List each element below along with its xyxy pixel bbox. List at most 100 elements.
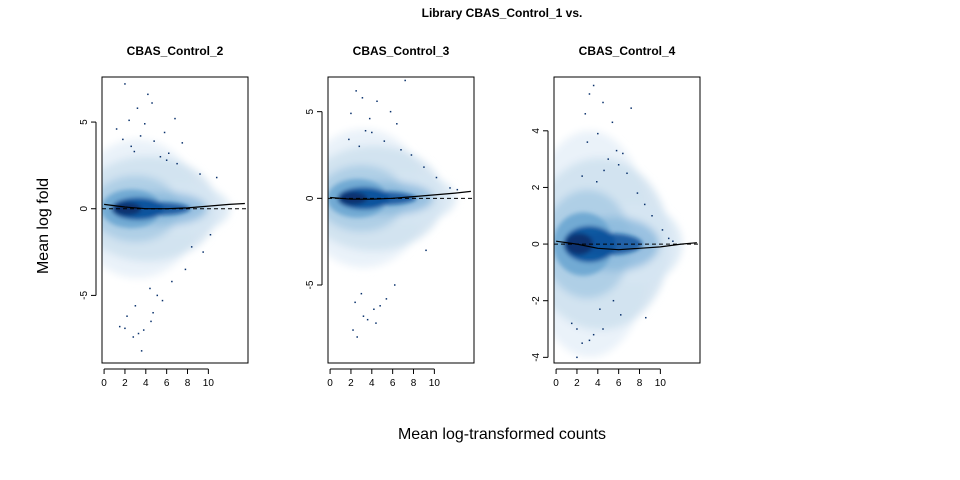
x-tick-label: 2 xyxy=(348,378,354,389)
outlier-point xyxy=(576,328,578,330)
outlier-point xyxy=(171,280,173,283)
outlier-point xyxy=(355,90,357,92)
outlier-point xyxy=(611,121,614,124)
outlier-point xyxy=(379,305,381,307)
outlier-point xyxy=(128,119,130,122)
outlier-point xyxy=(147,93,149,96)
y-axis-title: Mean log fold xyxy=(35,178,52,274)
y-tick-label: 0 xyxy=(79,206,90,212)
outlier-point xyxy=(404,79,406,82)
figure-title: Library CBAS_Control_1 vs. xyxy=(422,6,583,20)
outlier-point xyxy=(124,327,126,330)
x-axis: 0 2 4 6 8 10 xyxy=(327,368,440,389)
outlier-point xyxy=(364,129,367,132)
panel-1: CBAS_Control_2 0 2 4 6 8 10 -5 0 5 xyxy=(79,44,249,389)
panel-title: CBAS_Control_4 xyxy=(579,44,676,58)
outlier-point xyxy=(130,145,132,148)
outlier-point xyxy=(385,298,388,300)
outlier-point xyxy=(607,158,609,160)
outlier-point xyxy=(622,152,624,155)
x-tick-label: 2 xyxy=(574,378,580,389)
x-tick-label: 8 xyxy=(637,378,643,389)
outlier-point xyxy=(617,164,620,166)
outlier-point xyxy=(592,333,595,336)
outlier-point xyxy=(651,215,653,217)
outlier-point xyxy=(136,107,139,109)
outlier-point xyxy=(603,169,605,172)
x-axis-title: Mean log-transformed counts xyxy=(398,426,606,443)
outlier-point xyxy=(137,332,140,335)
x-axis: 0 2 4 6 8 10 xyxy=(553,368,667,389)
outlier-point xyxy=(142,329,145,331)
outlier-point xyxy=(174,117,176,120)
outlier-point xyxy=(122,138,124,141)
outlier-point xyxy=(597,132,599,135)
x-tick-label: 6 xyxy=(390,378,396,389)
x-tick-label: 4 xyxy=(369,378,375,389)
outlier-point xyxy=(576,356,578,359)
loess-trend-line xyxy=(330,190,471,200)
outlier-point xyxy=(410,154,413,156)
outlier-point xyxy=(643,203,646,206)
outlier-point xyxy=(667,237,670,240)
outlier-point xyxy=(400,149,402,151)
outlier-point xyxy=(150,320,152,323)
outlier-point xyxy=(163,131,166,134)
outlier-point xyxy=(151,102,153,104)
outlier-point xyxy=(159,155,162,158)
outlier-point xyxy=(118,325,121,328)
outlier-point xyxy=(435,176,438,179)
y-tick-label: 5 xyxy=(305,108,316,114)
outlier-point xyxy=(588,339,591,342)
outlier-point xyxy=(393,284,396,286)
outlier-point xyxy=(615,149,618,152)
x-tick-label: 4 xyxy=(595,378,601,389)
outlier-point xyxy=(626,172,628,175)
y-tick-label: 0 xyxy=(305,195,316,201)
outlier-point xyxy=(396,123,398,125)
x-tick-label: 8 xyxy=(411,378,417,389)
outlier-point xyxy=(132,336,135,338)
outlier-point xyxy=(449,187,451,189)
outlier-point xyxy=(612,299,615,302)
outlier-point xyxy=(376,100,378,103)
outlier-point xyxy=(570,322,573,325)
y-axis: -4 -2 0 2 4 xyxy=(531,128,549,362)
outlier-point xyxy=(190,246,193,248)
y-tick-label: 4 xyxy=(531,128,542,134)
outlier-point xyxy=(126,315,128,317)
x-tick-label: 10 xyxy=(655,378,667,389)
outlier-point xyxy=(144,123,146,125)
outlier-point xyxy=(366,318,369,321)
y-tick-label: -5 xyxy=(79,291,90,300)
panel-2: CBAS_Control_3 0 2 4 6 8 10 -5 0 5 xyxy=(305,44,475,389)
y-axis: -5 0 5 xyxy=(305,108,323,289)
loess-trend-line xyxy=(556,240,697,251)
x-tick-label: 8 xyxy=(185,378,191,389)
outlier-point xyxy=(596,181,598,183)
outlier-point xyxy=(149,287,151,290)
outlier-points xyxy=(570,84,674,359)
outlier-point xyxy=(124,83,126,85)
y-tick-label: 5 xyxy=(79,119,90,125)
outlier-point xyxy=(584,113,587,115)
outlier-point xyxy=(161,299,164,302)
outlier-point xyxy=(153,140,155,142)
outlier-point xyxy=(361,97,364,99)
outlier-point xyxy=(348,138,350,141)
y-tick-label: 0 xyxy=(531,241,542,247)
x-tick-label: 6 xyxy=(164,378,170,389)
panel-title: CBAS_Control_3 xyxy=(353,44,450,58)
outlier-point xyxy=(140,350,143,352)
y-tick-label: 2 xyxy=(531,184,542,190)
outlier-point xyxy=(581,342,583,344)
x-tick-label: 6 xyxy=(616,378,622,389)
plot-frame xyxy=(101,76,249,364)
outlier-point xyxy=(645,316,647,319)
outlier-point xyxy=(176,162,178,165)
panel-title: CBAS_Control_2 xyxy=(127,44,224,58)
y-tick-label: -4 xyxy=(531,352,542,361)
outlier-point xyxy=(156,294,159,297)
outlier-point xyxy=(184,268,187,271)
